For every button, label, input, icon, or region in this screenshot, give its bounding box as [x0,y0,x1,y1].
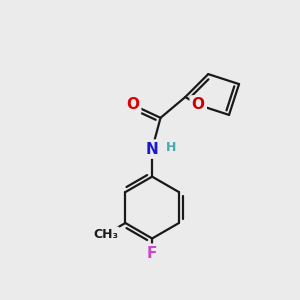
Text: O: O [192,98,205,112]
Text: N: N [146,142,158,157]
Text: CH₃: CH₃ [93,228,118,241]
Text: H: H [166,141,176,154]
Text: O: O [126,97,139,112]
Text: F: F [147,246,157,261]
